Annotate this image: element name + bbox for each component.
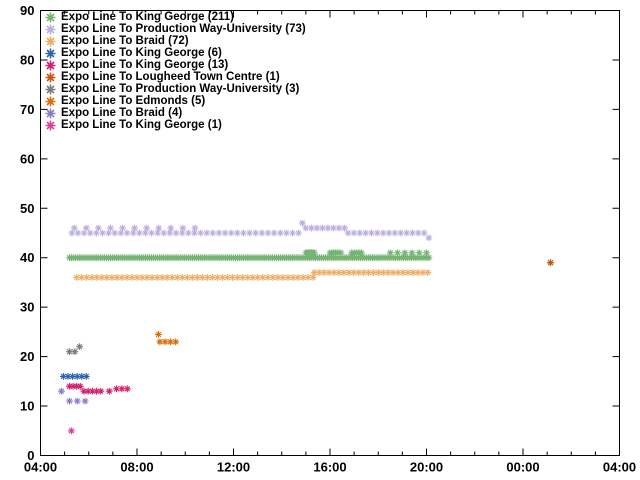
asterisk-marker-icon	[45, 72, 56, 82]
legend-label: Expo Line To Production Way-University (…	[61, 23, 306, 35]
legend-item: Expo Line To King George (6)	[44, 47, 306, 59]
legend-label: Expo Line To Braid (72)	[61, 35, 189, 47]
series-points-6	[66, 343, 83, 356]
asterisk-marker-icon	[45, 84, 56, 94]
legend: Expo Line To King George (211) Expo Line…	[44, 11, 306, 131]
series-points-5	[547, 259, 554, 267]
y-tick-label: 20	[20, 349, 34, 364]
asterisk-marker-icon	[45, 36, 56, 46]
y-tick-label: 70	[20, 102, 34, 117]
x-tick-label: 16:00	[313, 460, 346, 475]
legend-label: Expo Line To Braid (4)	[61, 107, 183, 119]
x-tick-label: 20:00	[410, 460, 443, 475]
asterisk-marker-icon	[45, 60, 56, 70]
x-tick-label: 04:00	[603, 460, 636, 475]
asterisk-marker-icon	[45, 96, 56, 106]
legend-label: Expo Line To Production Way-University (…	[61, 83, 300, 95]
legend-item: Expo Line To Production Way-University (…	[44, 83, 306, 95]
series-points-3	[60, 373, 90, 380]
y-tick-label: 10	[20, 399, 34, 414]
axis-ticks	[40, 10, 620, 456]
legend-label: Expo Line To King George (6)	[61, 47, 222, 59]
legend-item: Expo Line To King George (211)	[44, 11, 306, 23]
y-tick-label: 60	[20, 151, 34, 166]
series-points-7	[155, 331, 179, 346]
y-tick-label: 50	[20, 201, 34, 216]
legend-label: Expo Line To Lougheed Town Centre (1)	[61, 71, 280, 83]
x-tick-label: 00:00	[506, 460, 539, 475]
series-points-1	[68, 219, 433, 242]
legend-label: Expo Line To King George (1)	[61, 119, 222, 131]
series-points-8	[58, 387, 89, 405]
legend-label: Expo Line To Edmonds (5)	[61, 95, 206, 107]
asterisk-marker-icon	[45, 12, 56, 22]
legend-label: Expo Line To King George (13)	[61, 59, 229, 71]
y-tick-label: 30	[20, 300, 34, 315]
series-points-0	[66, 249, 554, 267]
legend-item: Expo Line To Lougheed Town Centre (1)	[44, 71, 306, 83]
legend-label: Expo Line To King George (211)	[61, 11, 234, 23]
asterisk-marker-icon	[45, 108, 56, 118]
series-points-9	[68, 427, 75, 435]
y-tick-label: 40	[20, 250, 34, 265]
y-tick-label: 80	[20, 52, 34, 67]
asterisk-marker-icon	[45, 24, 56, 34]
legend-item: Expo Line To Edmonds (5)	[44, 95, 306, 107]
y-tick-label: 90	[20, 3, 34, 18]
legend-item: Expo Line To Production Way-University (…	[44, 23, 306, 35]
legend-item: Expo Line To King George (13)	[44, 59, 306, 71]
y-tick-label: 0	[27, 448, 34, 463]
series-points-2	[73, 269, 432, 281]
x-tick-label: 08:00	[120, 460, 153, 475]
asterisk-marker-icon	[45, 120, 56, 130]
legend-item: Expo Line To Braid (4)	[44, 107, 306, 119]
legend-item: Expo Line To King George (1)	[44, 119, 306, 131]
series-points-4	[66, 382, 131, 395]
legend-item: Expo Line To Braid (72)	[44, 35, 306, 47]
asterisk-marker-icon	[45, 48, 56, 58]
x-tick-label: 12:00	[217, 460, 250, 475]
x-tick-label: 04:00	[24, 460, 57, 475]
